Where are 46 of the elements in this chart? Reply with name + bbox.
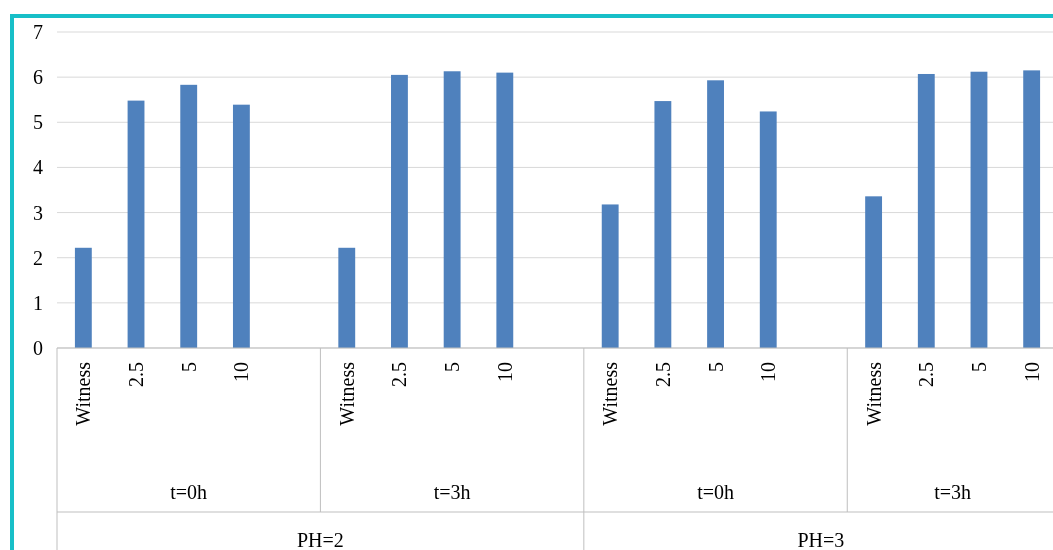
x-tick-label: 5 — [967, 362, 990, 372]
bar — [917, 73, 935, 348]
bar — [654, 101, 672, 348]
bar — [127, 100, 145, 348]
x-tick-label: Witness — [335, 361, 358, 426]
bar — [496, 72, 514, 348]
y-tick-label: 1 — [33, 291, 43, 314]
x-tick-label: Witness — [862, 361, 885, 426]
x-tick-label: 10 — [230, 362, 253, 382]
bar — [601, 204, 619, 348]
x-tick-label: Witness — [72, 361, 95, 426]
bar — [180, 84, 198, 348]
text: PH=2 — [296, 529, 344, 550]
y-tick-label: 7 — [33, 21, 43, 43]
text: PH=3 — [797, 529, 845, 550]
y-tick-label: 3 — [33, 201, 43, 224]
y-tick-label: 4 — [33, 156, 43, 179]
y-tick-label: 2 — [33, 246, 43, 269]
text: t=0h — [697, 481, 734, 503]
bar — [391, 74, 408, 348]
y-tick-label: 6 — [33, 66, 43, 89]
bar — [759, 111, 777, 348]
y-tick-label: 5 — [33, 111, 43, 134]
bar — [1023, 70, 1041, 348]
bar — [865, 196, 883, 348]
bar — [232, 104, 250, 348]
x-tick-label: 5 — [177, 362, 200, 372]
x-tick-label: 10 — [493, 362, 516, 382]
x-tick-label: 2.5 — [915, 362, 938, 387]
text: t=3h — [433, 481, 471, 503]
bar — [443, 71, 461, 348]
x-tick-label: 5 — [441, 362, 464, 372]
x-tick-label: 10 — [1020, 362, 1043, 382]
x-tick-label: 2.5 — [651, 362, 674, 387]
bar — [338, 247, 356, 348]
bar — [707, 80, 724, 348]
y-tick-label: 0 — [33, 337, 43, 359]
x-tick-label: 10 — [757, 362, 780, 382]
x-tick-label: Witness — [599, 361, 622, 426]
x-tick-label: 2.5 — [125, 362, 148, 387]
bar — [970, 71, 988, 348]
bar — [74, 247, 92, 348]
text: t=0h — [170, 481, 208, 503]
text: t=3h — [934, 481, 972, 503]
x-tick-label: 5 — [704, 362, 727, 372]
x-tick-label: 2.5 — [388, 362, 411, 387]
